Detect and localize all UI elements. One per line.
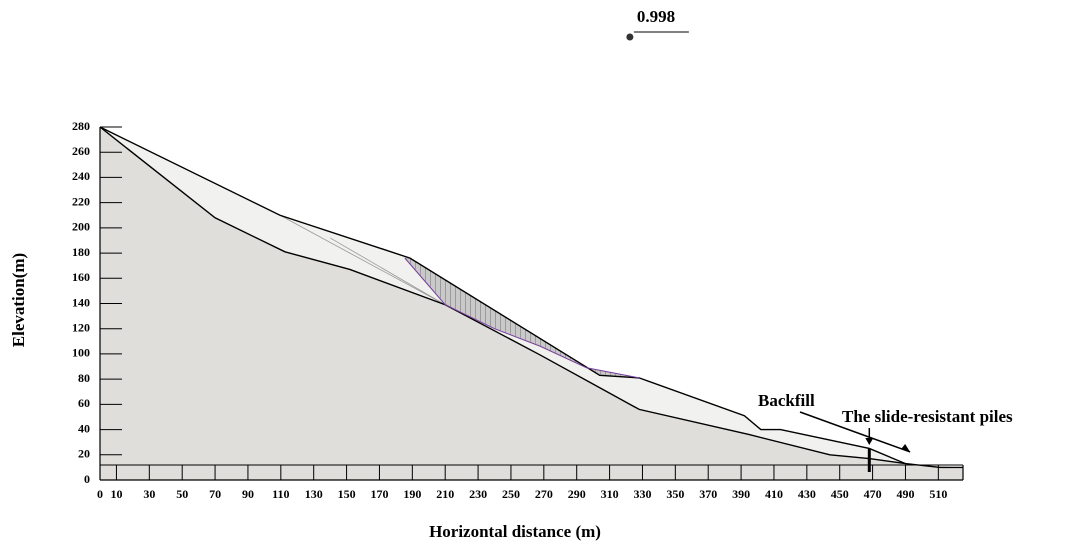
pile-label: The slide-resistant piles xyxy=(842,407,1013,426)
y-tick-label: 180 xyxy=(72,245,90,259)
trial-line xyxy=(329,237,446,306)
x-tick-label: 370 xyxy=(699,487,717,501)
x-tick-label: 470 xyxy=(864,487,882,501)
y-tick-label: 100 xyxy=(72,346,90,360)
y-tick-label: 240 xyxy=(72,169,90,183)
y-tick-label: 280 xyxy=(72,119,90,133)
y-tick-label: 160 xyxy=(72,270,90,284)
backfill-arrowhead xyxy=(901,443,911,452)
x-tick-label: 490 xyxy=(896,487,914,501)
y-tick-label: 40 xyxy=(78,421,90,435)
x-tick-label: 390 xyxy=(732,487,750,501)
x-tick-label: 210 xyxy=(436,487,454,501)
y-tick-label: 260 xyxy=(72,144,90,158)
y-tick-label: 120 xyxy=(72,320,90,334)
bedrock xyxy=(100,127,963,480)
y-tick-label: 0 xyxy=(84,472,90,486)
x-tick-label: 430 xyxy=(798,487,816,501)
x-tick-label: 250 xyxy=(502,487,520,501)
x-tick-label: 230 xyxy=(469,487,487,501)
y-axis-title: Elevation(m) xyxy=(9,253,28,347)
x-axis-title: Horizontal distance (m) xyxy=(429,522,601,541)
x-tick-label: 70 xyxy=(209,487,221,501)
x-tick-label: 50 xyxy=(176,487,188,501)
safety-factor: 0.998 xyxy=(637,7,675,26)
slip-center xyxy=(626,33,634,41)
profile-line xyxy=(99,126,906,465)
x-tick-label: 190 xyxy=(403,487,421,501)
y-tick-label: 60 xyxy=(78,396,90,410)
profile-line xyxy=(404,257,640,379)
x-tick-label: 150 xyxy=(338,487,356,501)
x-tick-label: 350 xyxy=(666,487,684,501)
y-tick-label: 80 xyxy=(78,371,90,385)
x-tick-label: 110 xyxy=(272,487,289,501)
x-tick-label: 130 xyxy=(305,487,323,501)
x-tick-label: 170 xyxy=(370,487,388,501)
x-tick-label: 330 xyxy=(633,487,651,501)
y-tick-label: 200 xyxy=(72,220,90,234)
x-tick-label: 410 xyxy=(765,487,783,501)
backfill-arrow xyxy=(799,411,911,453)
x-tick-label: 90 xyxy=(242,487,254,501)
x-tick-label: 450 xyxy=(831,487,849,501)
y-tick-label: 140 xyxy=(72,295,90,309)
x-tick-label: 270 xyxy=(535,487,553,501)
x-tick-label: 510 xyxy=(929,487,947,501)
pile-arrowhead xyxy=(865,438,874,445)
x-tick-label: 0 xyxy=(97,487,103,501)
backfill-label: Backfill xyxy=(758,391,815,410)
profile-line xyxy=(99,126,963,469)
x-tick-label: 10 xyxy=(110,487,122,501)
x-tick-label: 290 xyxy=(568,487,586,501)
y-tick-label: 20 xyxy=(78,447,90,461)
y-tick-label: 220 xyxy=(72,194,90,208)
trial-line xyxy=(279,214,446,306)
x-tick-label: 30 xyxy=(143,487,155,501)
x-tick-label: 310 xyxy=(601,487,619,501)
